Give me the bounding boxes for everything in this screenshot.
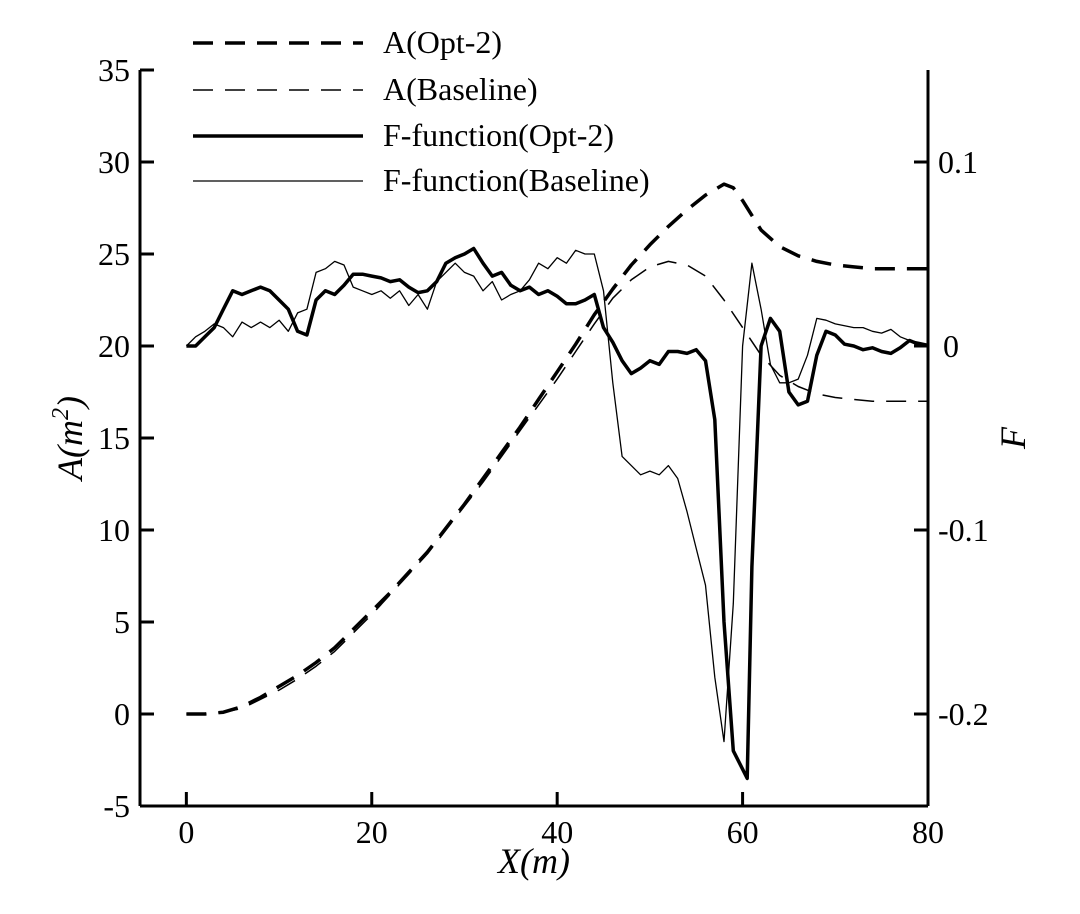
tick-layer [140,68,930,808]
x-tick-label: 20 [356,814,388,850]
y-left-tick-label: 20 [98,328,130,364]
y-left-tick-label: 5 [114,604,130,640]
y-left-axis-title: A(m2) [48,396,90,482]
y-left-tick-label: 35 [98,52,130,88]
y-left-tick-label: 30 [98,144,130,180]
x-tick-label: 80 [912,814,944,850]
y-right-axis-title: F [993,426,1033,450]
legend: A(Opt-2) A(Baseline) F-function(Opt-2) F… [193,24,650,198]
x-tick-label: 60 [727,814,759,850]
y-right-tick-label: 0.1 [938,144,978,180]
x-tick-label: 40 [541,814,573,850]
y-right-tick-label: -0.1 [938,512,989,548]
y-left-tick-label: -5 [103,788,130,824]
x-axis-title: X(m) [496,841,570,881]
y-left-tick-label: 15 [98,420,130,456]
y-right-tick-label: -0.2 [938,696,989,732]
x-tick-label: 0 [178,814,194,850]
y-left-tick-label: 0 [114,696,130,732]
legend-label-f-opt2: F-function(Opt-2) [383,117,614,153]
series-line-0 [186,182,928,716]
y-left-tick-label: 25 [98,236,130,272]
legend-label-a-baseline: A(Baseline) [383,71,538,107]
series-line-3 [185,249,929,743]
series-line-2 [186,246,929,781]
series-layer [185,182,929,781]
legend-label-f-baseline: F-function(Baseline) [383,162,650,198]
legend-label-a-opt2: A(Opt-2) [383,24,502,60]
y-right-tick-label: 0 [943,328,959,364]
y-left-tick-label: 10 [98,512,130,548]
series-line-1 [186,260,928,715]
